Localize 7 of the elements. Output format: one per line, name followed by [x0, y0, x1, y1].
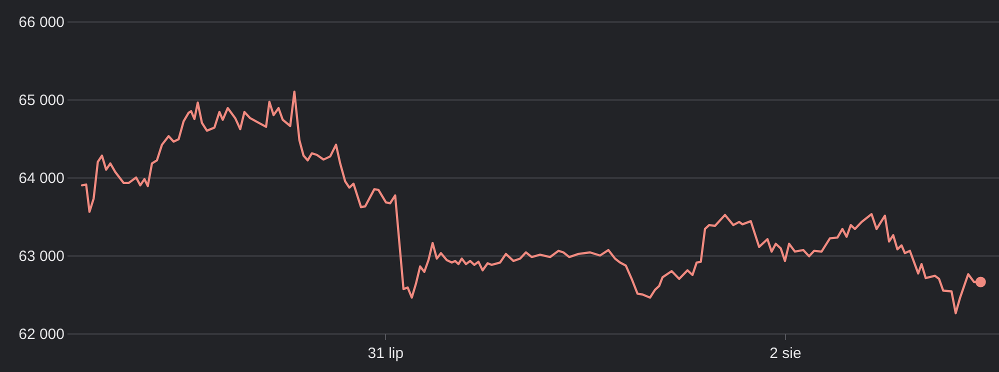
y-tick-label: 63 000 — [18, 248, 64, 265]
y-tick-label: 66 000 — [18, 14, 64, 31]
x-tick-label: 2 sie — [770, 345, 802, 362]
x-tick-label: 31 lip — [368, 345, 404, 362]
y-tick-label: 64 000 — [18, 170, 64, 187]
y-tick-label: 65 000 — [18, 92, 64, 109]
y-tick-label: 62 000 — [18, 326, 64, 343]
